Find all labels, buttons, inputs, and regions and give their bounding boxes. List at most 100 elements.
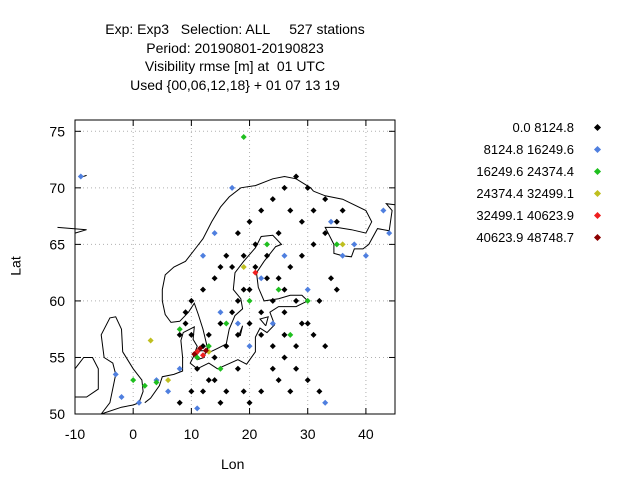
station-point xyxy=(258,275,265,282)
station-point xyxy=(310,241,317,248)
station-point xyxy=(252,264,259,270)
x-tick-label: 0 xyxy=(129,426,137,442)
station-point xyxy=(258,331,265,338)
legend-entry: 32499.1 40623.9 xyxy=(400,208,610,228)
station-point xyxy=(264,241,270,248)
station-point xyxy=(304,377,311,384)
station-point xyxy=(281,331,288,338)
station-point xyxy=(205,343,212,350)
station-point xyxy=(328,275,334,282)
station-point xyxy=(194,365,201,372)
station-point xyxy=(386,230,393,237)
station-point xyxy=(322,343,329,350)
station-point xyxy=(316,297,323,304)
legend-label: 0.0 8124.8 xyxy=(512,120,574,135)
station-point xyxy=(287,264,294,270)
station-point xyxy=(246,218,253,225)
station-point xyxy=(229,309,236,316)
legend-marker xyxy=(593,189,602,198)
station-point xyxy=(304,297,311,304)
station-point xyxy=(362,252,369,259)
axis-ticks: -10 0 10 20 30 40 50 55 60 65 70 75 xyxy=(49,120,395,442)
station-point xyxy=(293,365,300,372)
station-point xyxy=(281,184,288,191)
station-point xyxy=(205,331,212,338)
station-point xyxy=(182,320,189,327)
legend-entry: 40623.9 48748.7 xyxy=(400,230,610,250)
station-point xyxy=(293,343,300,350)
station-point xyxy=(188,331,195,338)
coastline-segment xyxy=(313,190,396,258)
station-point xyxy=(246,286,253,293)
station-point xyxy=(333,218,340,225)
station-point xyxy=(258,207,265,214)
station-point xyxy=(217,264,224,270)
station-point xyxy=(77,173,84,180)
station-point xyxy=(275,286,282,293)
station-point xyxy=(339,241,346,248)
station-point xyxy=(229,264,236,270)
station-point xyxy=(165,388,172,395)
station-point xyxy=(223,388,230,395)
station-point xyxy=(211,377,218,384)
legend-label: 8124.8 16249.6 xyxy=(483,142,574,157)
station-point xyxy=(269,297,276,304)
station-point xyxy=(217,309,224,316)
legend-marker xyxy=(593,123,602,132)
station-point xyxy=(281,354,288,361)
legend-entry: 16249.6 24374.4 xyxy=(400,164,610,184)
x-axis-label: Lon xyxy=(221,456,245,472)
station-point xyxy=(240,252,247,259)
y-tick-label: 65 xyxy=(49,236,65,252)
station-point xyxy=(188,297,195,304)
station-point xyxy=(141,382,148,389)
station-point xyxy=(246,343,253,350)
station-point xyxy=(118,394,125,401)
x-tick-label: 40 xyxy=(358,426,374,442)
station-point xyxy=(252,269,259,276)
station-point xyxy=(269,343,276,350)
x-tick-label: -10 xyxy=(65,426,85,442)
legend-label: 16249.6 24374.4 xyxy=(476,164,574,179)
station-point xyxy=(322,230,329,237)
station-point xyxy=(229,184,236,191)
station-point xyxy=(240,388,247,395)
station-point xyxy=(234,331,241,338)
coastline-segment xyxy=(144,175,314,404)
station-point xyxy=(275,377,282,384)
station-point xyxy=(351,241,358,248)
station-point xyxy=(246,399,253,406)
title-line-1: Exp: Exp3 Selection: ALL 527 stations xyxy=(105,21,365,37)
y-tick-label: 75 xyxy=(49,123,65,139)
legend-marker xyxy=(593,167,602,176)
station-point xyxy=(310,331,317,338)
station-point xyxy=(293,297,300,304)
data-points xyxy=(77,133,393,412)
station-point xyxy=(234,365,241,372)
station-point xyxy=(136,399,142,406)
station-point xyxy=(217,320,224,327)
station-point xyxy=(211,275,218,282)
station-point xyxy=(252,241,259,248)
legend-marker xyxy=(593,211,602,220)
station-point xyxy=(223,343,230,350)
station-point xyxy=(264,275,270,282)
station-point xyxy=(269,320,276,327)
title-line-4: Used {00,06,12,18} + 01 07 13 19 xyxy=(130,76,340,93)
station-point xyxy=(380,207,387,214)
station-point xyxy=(176,326,183,333)
station-point xyxy=(269,365,276,372)
coastline-segment xyxy=(57,226,87,234)
station-point xyxy=(281,252,288,259)
station-point xyxy=(130,377,137,384)
title-line-3: Visibility rmse [m] at 01 UTC xyxy=(144,58,326,74)
station-point xyxy=(194,405,201,412)
station-point xyxy=(264,252,270,259)
station-point xyxy=(339,252,346,259)
station-point xyxy=(275,230,282,237)
station-point xyxy=(281,309,288,316)
station-point xyxy=(217,365,224,372)
station-point xyxy=(112,371,119,378)
station-point xyxy=(258,309,265,316)
chart-title: Exp: Exp3 Selection: ALL 527 stations Pe… xyxy=(30,20,440,94)
